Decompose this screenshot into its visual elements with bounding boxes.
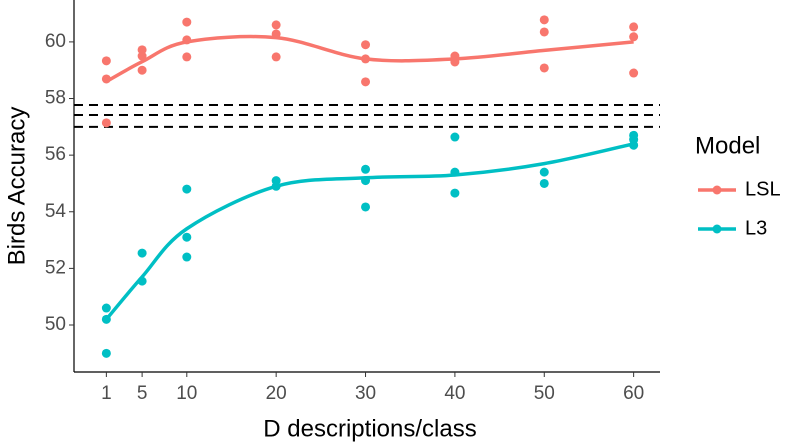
point <box>629 32 639 42</box>
y-axis-label: Birds Accuracy <box>3 107 30 266</box>
x-tick-label: 60 <box>623 383 644 404</box>
point <box>271 52 281 62</box>
legend-title: Model <box>695 132 760 159</box>
x-tick-label: 1 <box>101 383 112 404</box>
point <box>101 348 111 358</box>
y-tick-label: 54 <box>45 201 67 222</box>
point <box>361 202 371 212</box>
x-tick-label: 30 <box>355 383 376 404</box>
legend-dot <box>712 185 722 195</box>
point <box>539 15 549 25</box>
point <box>539 167 549 177</box>
point <box>450 132 460 142</box>
point <box>101 118 111 128</box>
y-tick-label: 50 <box>45 314 66 335</box>
point <box>182 52 192 62</box>
fit-line <box>105 34 634 84</box>
point <box>450 188 460 198</box>
fit-line <box>105 142 635 321</box>
point <box>101 303 111 313</box>
point <box>137 51 147 61</box>
x-tick-label: 5 <box>137 383 148 404</box>
point <box>539 27 549 37</box>
y-tick-label: 52 <box>45 257 66 278</box>
point <box>629 68 639 78</box>
x-tick-label: 10 <box>176 383 197 404</box>
point <box>182 184 192 194</box>
y-tick-label: 60 <box>45 31 66 52</box>
point <box>361 164 371 174</box>
point <box>539 178 549 188</box>
point <box>361 77 371 87</box>
point <box>539 63 549 73</box>
point <box>361 40 371 50</box>
legend-label: L3 <box>745 217 767 239</box>
y-tick-label: 58 <box>45 88 66 109</box>
y-tick-label: 56 <box>45 144 66 165</box>
point <box>629 22 639 32</box>
x-tick-label: 40 <box>444 383 465 404</box>
point <box>182 17 192 27</box>
point <box>271 20 281 30</box>
point <box>137 45 147 55</box>
point <box>137 248 147 258</box>
x-tick-label: 50 <box>534 383 555 404</box>
point <box>182 252 192 262</box>
point <box>137 65 147 75</box>
point <box>101 56 111 66</box>
legend-dot <box>712 224 722 234</box>
point <box>182 232 192 242</box>
legend-label: LSL <box>745 178 781 200</box>
x-axis-label: D descriptions/class <box>263 415 476 442</box>
x-tick-label: 20 <box>266 383 287 404</box>
